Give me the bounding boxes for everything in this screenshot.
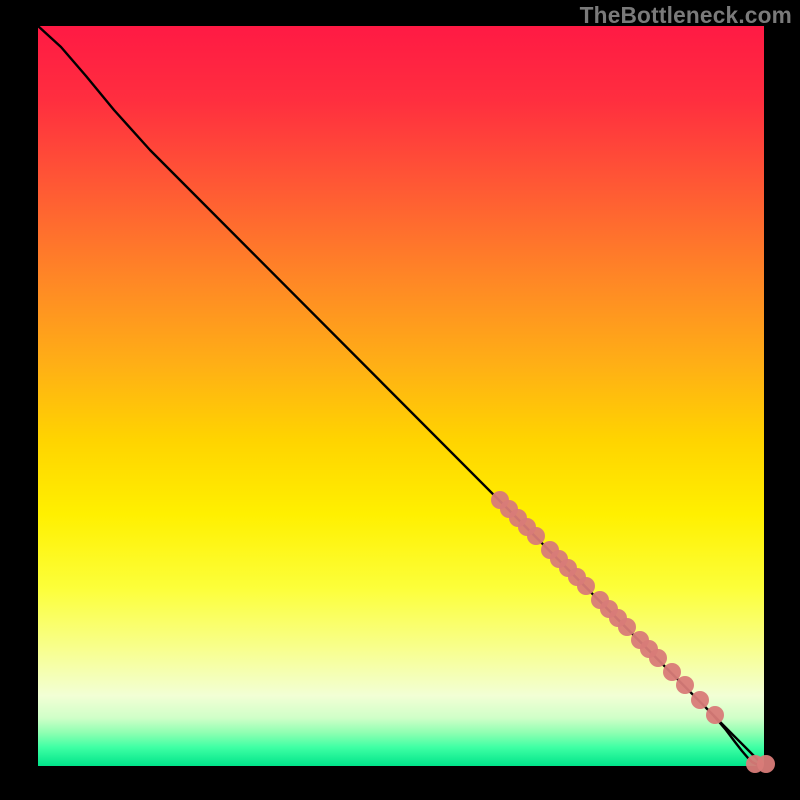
watermark-text: TheBottleneck.com	[580, 2, 792, 29]
data-marker	[618, 618, 636, 636]
data-marker	[676, 676, 694, 694]
data-marker	[691, 691, 709, 709]
chart-stage: TheBottleneck.com	[0, 0, 800, 800]
data-marker	[663, 663, 681, 681]
data-marker	[757, 755, 775, 773]
data-marker	[649, 649, 667, 667]
data-marker	[577, 577, 595, 595]
chart-svg	[0, 0, 800, 800]
data-marker	[527, 527, 545, 545]
data-marker	[706, 706, 724, 724]
